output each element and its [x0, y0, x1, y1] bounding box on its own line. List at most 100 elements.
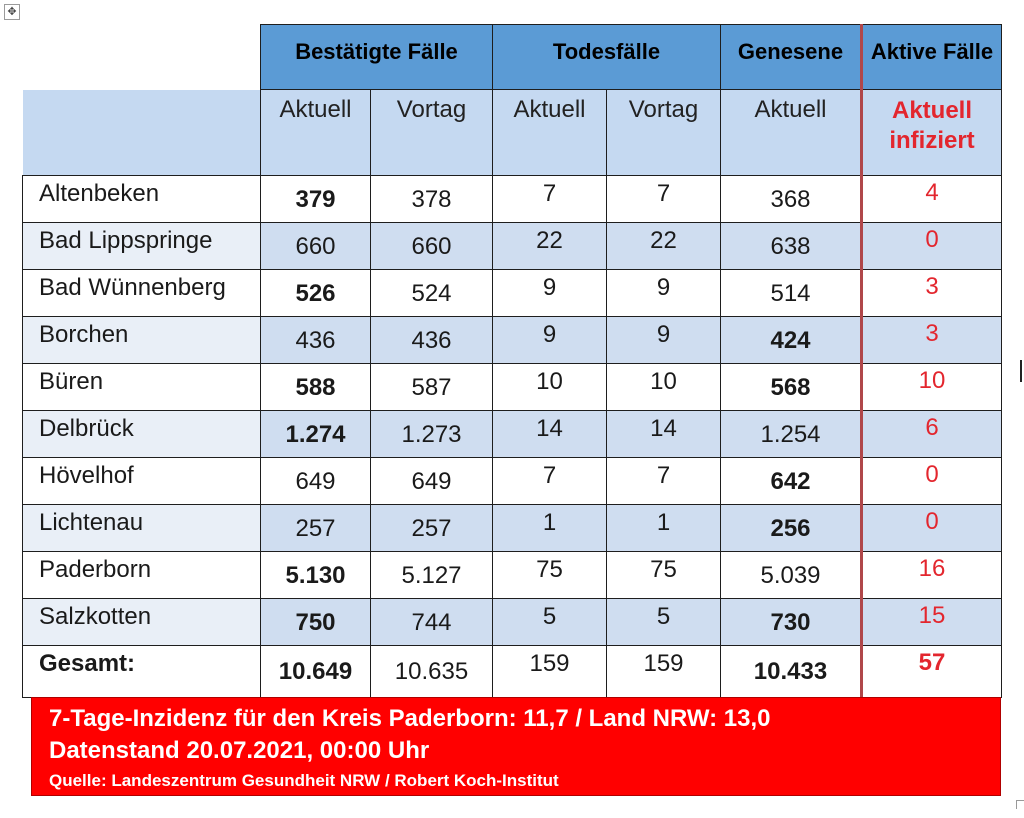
deaths-previous-cell: 9 [606, 316, 721, 364]
deaths-current-cell: 1 [492, 504, 607, 552]
header-confirmed: Bestätigte Fälle [260, 24, 493, 90]
resize-corner-mark [1016, 800, 1024, 809]
header-deaths: Todesfälle [492, 24, 721, 90]
deaths-previous-cell: 10 [606, 363, 721, 411]
active-cell: 16 [861, 551, 1002, 599]
row-name: Borchen [22, 316, 261, 364]
header-spacer [23, 25, 261, 90]
row-name: Altenbeken [22, 175, 261, 223]
confirmed-previous-cell: 436 [370, 316, 493, 364]
confirmed-previous-cell: 587 [370, 363, 493, 411]
confirmed-previous-cell: 524 [370, 269, 493, 317]
active-cell: 15 [861, 598, 1002, 646]
active-cell: 3 [861, 316, 1002, 364]
confirmed-previous-cell: 744 [370, 598, 493, 646]
confirmed-current-cell: 588 [260, 363, 371, 411]
confirmed-previous-cell: 5.127 [370, 551, 493, 599]
recovered-cell: 368 [720, 175, 863, 223]
active-cell: 0 [861, 504, 1002, 552]
deaths-current-cell: 9 [492, 269, 607, 317]
deaths-previous-cell: 75 [606, 551, 721, 599]
header-group-row: Bestätigte Fälle Todesfälle Genesene Akt… [23, 24, 1002, 90]
recovered-cell: 568 [720, 363, 863, 411]
subheader-confirmed-current: Aktuell [260, 89, 371, 176]
active-cell: 10 [861, 363, 1002, 411]
deaths-current-cell: 7 [492, 457, 607, 505]
deaths-previous-cell: 7 [606, 175, 721, 223]
recovered-cell: 424 [720, 316, 863, 364]
recovered-cell: 638 [720, 222, 863, 270]
deaths-previous-cell: 7 [606, 457, 721, 505]
header-recovered: Genesene [720, 24, 863, 90]
row-name: Salzkotten [22, 598, 261, 646]
active-cell: 6 [861, 410, 1002, 458]
table-row: Hövelhof 649 649 7 7 642 0 [22, 457, 1002, 505]
deaths-current-cell: 10 [492, 363, 607, 411]
header-active: Aktive Fälle [861, 24, 1002, 90]
confirmed-current-cell: 649 [260, 457, 371, 505]
confirmed-current-cell: 660 [260, 222, 371, 270]
deaths-current-cell: 9 [492, 316, 607, 364]
data-date-text: Datenstand 20.07.2021, 00:00 Uhr [49, 737, 430, 764]
covid-cases-table: Bestätigte Fälle Todesfälle Genesene Akt… [22, 24, 1002, 698]
subheader-confirmed-previous: Vortag [370, 89, 493, 176]
confirmed-previous-cell: 1.273 [370, 410, 493, 458]
subheader-spacer [22, 89, 261, 176]
subheader-deaths-current: Aktuell [492, 89, 607, 176]
recovered-cell: 514 [720, 269, 863, 317]
deaths-current-cell: 5 [492, 598, 607, 646]
row-name: Büren [22, 363, 261, 411]
deaths-current-cell: 22 [492, 222, 607, 270]
table-row: Salzkotten 750 744 5 5 730 15 [22, 598, 1002, 646]
confirmed-previous-cell: 378 [370, 175, 493, 223]
recovered-cell: 730 [720, 598, 863, 646]
row-name: Lichtenau [22, 504, 261, 552]
confirmed-previous-cell: 257 [370, 504, 493, 552]
recovered-cell: 1.254 [720, 410, 863, 458]
confirmed-previous-cell: 649 [370, 457, 493, 505]
total-label: Gesamt: [22, 645, 261, 698]
recovered-cell: 256 [720, 504, 863, 552]
confirmed-current-cell: 526 [260, 269, 371, 317]
table-row: Altenbeken 379 378 7 7 368 4 [22, 175, 1002, 223]
row-name: Bad Wünnenberg [22, 269, 261, 317]
table-row: Delbrück 1.274 1.273 14 14 1.254 6 [22, 410, 1002, 458]
subheader-deaths-previous: Vortag [606, 89, 721, 176]
confirmed-previous-cell: 660 [370, 222, 493, 270]
confirmed-current-cell: 257 [260, 504, 371, 552]
subheader-recovered-current: Aktuell [720, 89, 863, 176]
recovered-cell: 642 [720, 457, 863, 505]
total-confirmed-current: 10.649 [260, 645, 371, 698]
source-text: Quelle: Landeszentrum Gesundheit NRW / R… [49, 771, 559, 790]
table-row: Paderborn 5.130 5.127 75 75 5.039 16 [22, 551, 1002, 599]
confirmed-current-cell: 750 [260, 598, 371, 646]
active-cell: 3 [861, 269, 1002, 317]
deaths-current-cell: 14 [492, 410, 607, 458]
deaths-previous-cell: 9 [606, 269, 721, 317]
deaths-previous-cell: 22 [606, 222, 721, 270]
confirmed-current-cell: 436 [260, 316, 371, 364]
total-confirmed-previous: 10.635 [370, 645, 493, 698]
table-row: Borchen 436 436 9 9 424 3 [22, 316, 1002, 364]
header-sub-row: Aktuell Vortag Aktuell Vortag Aktuell Ak… [22, 89, 1002, 176]
table-row: Bad Wünnenberg 526 524 9 9 514 3 [22, 269, 1002, 317]
deaths-current-cell: 7 [492, 175, 607, 223]
deaths-previous-cell: 5 [606, 598, 721, 646]
active-cell: 0 [861, 222, 1002, 270]
row-name: Bad Lippspringe [22, 222, 261, 270]
move-handle-icon[interactable]: ✥ [4, 4, 20, 20]
row-name: Paderborn [22, 551, 261, 599]
active-cell: 0 [861, 457, 1002, 505]
table-row: Büren 588 587 10 10 568 10 [22, 363, 1002, 411]
subheader-active-current: Aktuell infiziert [861, 89, 1002, 176]
total-active: 57 [861, 645, 1002, 698]
row-name: Hövelhof [22, 457, 261, 505]
deaths-previous-cell: 1 [606, 504, 721, 552]
total-deaths-current: 159 [492, 645, 607, 698]
table-row: Lichtenau 257 257 1 1 256 0 [22, 504, 1002, 552]
total-recovered: 10.433 [720, 645, 863, 698]
confirmed-current-cell: 379 [260, 175, 371, 223]
total-row: Gesamt: 10.649 10.635 159 159 10.433 57 [22, 645, 1002, 698]
row-name: Delbrück [22, 410, 261, 458]
info-footer: 7-Tage-Inzidenz für den Kreis Paderborn:… [31, 697, 1001, 796]
